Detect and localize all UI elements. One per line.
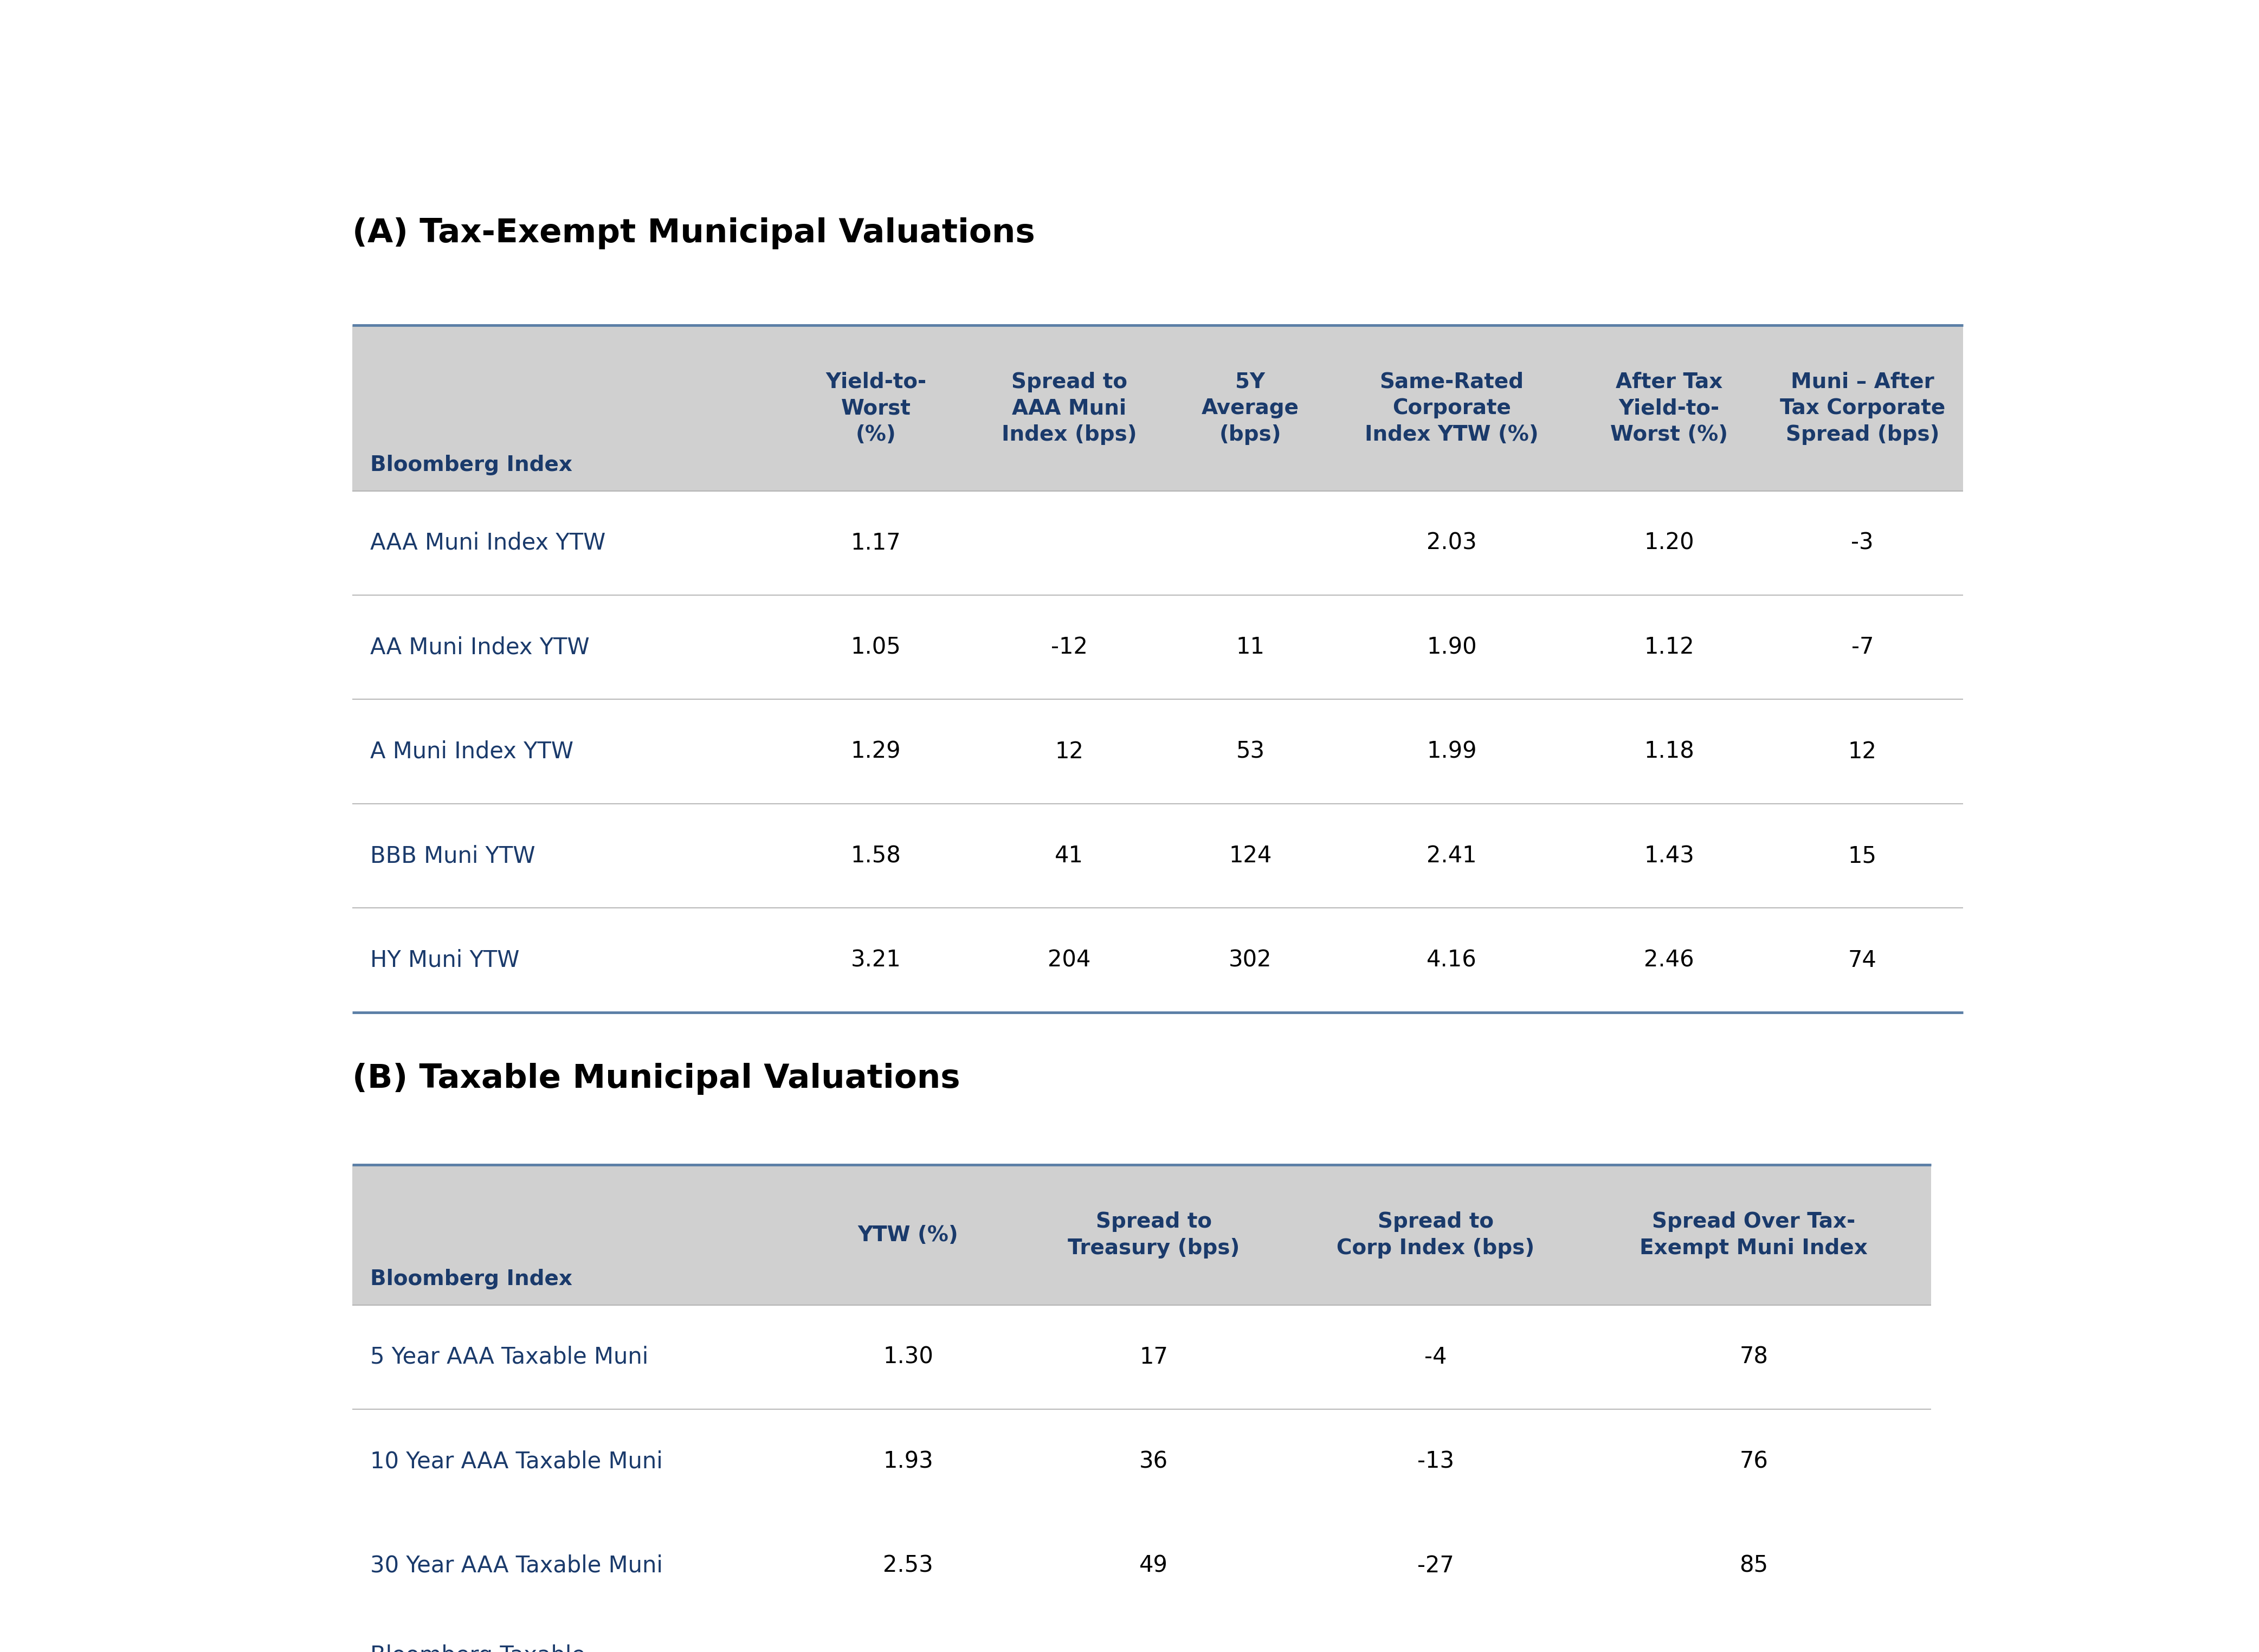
Text: -12: -12 — [1050, 636, 1087, 659]
Text: -4: -4 — [1425, 1346, 1446, 1368]
Text: 302: 302 — [1229, 948, 1272, 971]
Text: After Tax
Yield-to-
Worst (%): After Tax Yield-to- Worst (%) — [1611, 372, 1728, 444]
Text: 5 Year AAA Taxable Muni: 5 Year AAA Taxable Muni — [370, 1346, 648, 1368]
Text: 4.16: 4.16 — [1425, 948, 1477, 971]
Text: 53: 53 — [1236, 740, 1265, 763]
Text: 1.20: 1.20 — [1645, 532, 1694, 555]
Text: Spread Over Tax-
Exempt Muni Index: Spread Over Tax- Exempt Muni Index — [1640, 1211, 1868, 1259]
Text: 5Y
Average
(bps): 5Y Average (bps) — [1202, 372, 1299, 444]
Text: Bloomberg Taxable
Muni Index: Bloomberg Taxable Muni Index — [370, 1644, 585, 1652]
Text: -13: -13 — [1416, 1450, 1455, 1472]
Text: 1.29: 1.29 — [852, 740, 901, 763]
Text: (A) Tax-Exempt Municipal Valuations: (A) Tax-Exempt Municipal Valuations — [352, 216, 1035, 249]
Text: 76: 76 — [1739, 1450, 1769, 1472]
Text: AA Muni Index YTW: AA Muni Index YTW — [370, 636, 590, 659]
Bar — [352, 325, 1963, 491]
Text: 36: 36 — [1139, 1450, 1168, 1472]
Text: 74: 74 — [1848, 948, 1877, 971]
Text: 2.41: 2.41 — [1428, 844, 1477, 867]
Text: Bloomberg Index: Bloomberg Index — [370, 1269, 572, 1290]
Text: 1.30: 1.30 — [883, 1346, 933, 1368]
Text: 2.46: 2.46 — [1645, 948, 1694, 971]
Text: Spread to
Treasury (bps): Spread to Treasury (bps) — [1069, 1211, 1240, 1259]
Text: 17: 17 — [1139, 1346, 1168, 1368]
Text: BBB Muni YTW: BBB Muni YTW — [370, 844, 535, 867]
Text: 1.18: 1.18 — [1645, 740, 1694, 763]
Text: Same-Rated
Corporate
Index YTW (%): Same-Rated Corporate Index YTW (%) — [1364, 372, 1538, 444]
Text: 1.17: 1.17 — [852, 532, 901, 555]
Text: 30 Year AAA Taxable Muni: 30 Year AAA Taxable Muni — [370, 1555, 662, 1578]
Text: 1.90: 1.90 — [1428, 636, 1477, 659]
Text: 85: 85 — [1739, 1555, 1769, 1578]
Text: 124: 124 — [1229, 844, 1272, 867]
Text: 15: 15 — [1848, 844, 1877, 867]
Text: -3: -3 — [1850, 532, 1873, 555]
Text: 1.58: 1.58 — [852, 844, 901, 867]
Text: 1.93: 1.93 — [883, 1450, 933, 1472]
Text: 1.05: 1.05 — [852, 636, 901, 659]
Text: -7: -7 — [1850, 636, 1873, 659]
Text: -27: -27 — [1416, 1555, 1455, 1578]
Text: AAA Muni Index YTW: AAA Muni Index YTW — [370, 532, 605, 555]
Text: 204: 204 — [1048, 948, 1091, 971]
Text: A Muni Index YTW: A Muni Index YTW — [370, 740, 574, 763]
Text: 10 Year AAA Taxable Muni: 10 Year AAA Taxable Muni — [370, 1450, 662, 1472]
Text: Spread to
Corp Index (bps): Spread to Corp Index (bps) — [1337, 1211, 1534, 1259]
Text: 1.43: 1.43 — [1645, 844, 1694, 867]
Text: 1.99: 1.99 — [1428, 740, 1477, 763]
Text: 1.12: 1.12 — [1645, 636, 1694, 659]
Text: 12: 12 — [1848, 740, 1877, 763]
Text: 2.53: 2.53 — [883, 1555, 933, 1578]
Bar — [352, 1165, 1931, 1305]
Text: 78: 78 — [1739, 1346, 1769, 1368]
Text: 11: 11 — [1236, 636, 1265, 659]
Text: Bloomberg Index: Bloomberg Index — [370, 454, 572, 476]
Text: Spread to
AAA Muni
Index (bps): Spread to AAA Muni Index (bps) — [1001, 372, 1136, 444]
Text: Muni – After
Tax Corporate
Spread (bps): Muni – After Tax Corporate Spread (bps) — [1780, 372, 1945, 444]
Text: 3.21: 3.21 — [852, 948, 901, 971]
Text: HY Muni YTW: HY Muni YTW — [370, 948, 520, 971]
Text: 49: 49 — [1139, 1555, 1168, 1578]
Text: Yield-to-
Worst
(%): Yield-to- Worst (%) — [825, 372, 926, 444]
Text: 12: 12 — [1055, 740, 1084, 763]
Text: YTW (%): YTW (%) — [858, 1224, 958, 1246]
Text: 41: 41 — [1055, 844, 1084, 867]
Text: (B) Taxable Municipal Valuations: (B) Taxable Municipal Valuations — [352, 1062, 960, 1095]
Text: 2.03: 2.03 — [1425, 532, 1477, 555]
